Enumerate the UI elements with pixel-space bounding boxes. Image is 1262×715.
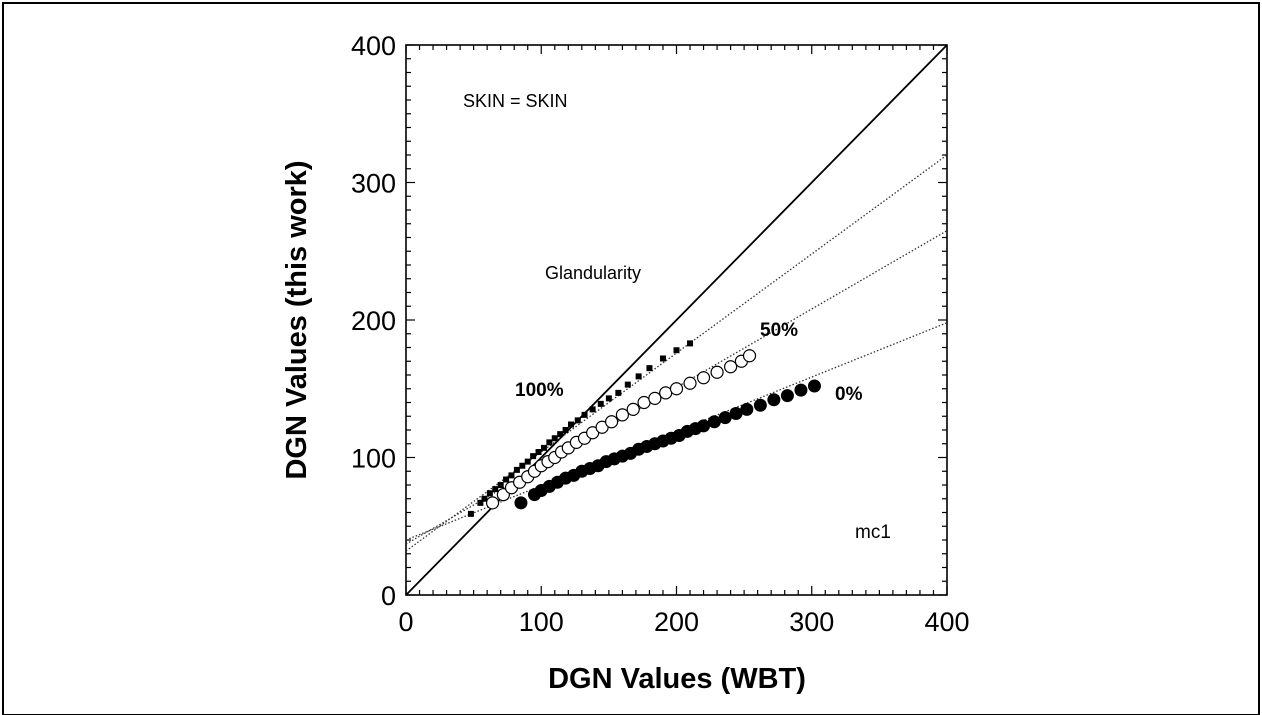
x-tick-label: 400	[924, 607, 969, 637]
data-point-square	[635, 373, 642, 380]
data-point-square	[535, 449, 542, 455]
data-point-square	[481, 495, 488, 502]
skin-annotation: SKIN = SKIN	[463, 91, 568, 111]
data-point-open-circle	[659, 386, 673, 400]
data-point-square	[557, 431, 564, 438]
data-point-square	[492, 486, 499, 493]
data-point-filled-circle	[740, 402, 754, 416]
data-point-open-circle	[683, 376, 697, 390]
data-point-square	[659, 355, 666, 362]
x-tick-label: 200	[654, 607, 699, 637]
data-point-open-circle	[710, 365, 724, 379]
y-tick-label: 0	[381, 581, 396, 611]
data-point-square	[597, 400, 604, 407]
data-point-filled-circle	[718, 411, 732, 425]
data-point-open-circle	[723, 360, 738, 374]
data-point-square	[497, 482, 504, 488]
label-50-percent: 50%	[760, 320, 798, 341]
data-point-square	[477, 499, 484, 506]
data-point-square	[513, 466, 520, 473]
data-point-filled-circle	[767, 393, 781, 407]
y-tick-label: 100	[351, 444, 396, 474]
model-annotation: mc1	[855, 522, 891, 543]
data-point-open-circle	[696, 371, 711, 385]
data-point-filled-circle	[514, 496, 528, 510]
x-tick-label: 0	[398, 607, 413, 637]
data-point-square	[646, 365, 653, 372]
data-point-square	[581, 411, 588, 418]
y-tick-label: 300	[351, 169, 396, 199]
data-point-square	[503, 476, 510, 483]
data-point-open-circle	[626, 402, 640, 416]
data-point-filled-circle	[794, 383, 808, 397]
data-point-square	[508, 472, 515, 479]
data-point-square	[562, 427, 569, 433]
y-tick-label: 200	[351, 306, 396, 336]
data-point-square	[540, 444, 547, 451]
label-100-percent: 100%	[515, 380, 564, 401]
data-point-filled-circle	[707, 415, 721, 429]
glandularity-annotation: Glandularity	[545, 263, 641, 283]
y-axis-label: DGN Values (this work)	[281, 160, 313, 479]
data-point-square	[530, 453, 537, 460]
data-point-square	[524, 458, 531, 465]
data-point-open-circle	[742, 349, 757, 363]
data-point-square	[519, 462, 526, 469]
data-point-square	[574, 417, 581, 424]
data-point-open-circle	[648, 391, 662, 405]
data-point-square	[673, 347, 680, 354]
plot-area: 0 100 200 300 400 0 100 200 300 400	[351, 31, 970, 637]
data-point-open-circle	[485, 496, 500, 510]
x-axis-label: DGN Values (WBT)	[548, 663, 806, 695]
label-0-percent: 0%	[835, 384, 863, 405]
data-point-square	[624, 381, 631, 388]
data-point-square	[568, 421, 575, 428]
data-point-filled-circle	[807, 379, 821, 393]
data-point-open-circle	[637, 395, 651, 410]
data-point-square	[589, 406, 596, 413]
data-point-filled-circle	[697, 419, 711, 433]
y-tick-label: 400	[351, 31, 396, 61]
data-point-open-circle	[669, 382, 684, 396]
data-point-open-circle	[615, 408, 630, 422]
x-tick-label: 300	[789, 607, 834, 637]
data-point-square	[605, 395, 612, 402]
data-point-square	[467, 510, 474, 517]
data-point-filled-circle	[753, 398, 767, 412]
data-point-square	[486, 490, 493, 497]
data-point-square	[615, 389, 622, 396]
data-point-square	[546, 439, 553, 446]
data-point-square	[551, 435, 558, 442]
x-tick-label: 100	[519, 607, 564, 637]
data-point-open-circle	[604, 415, 619, 429]
data-point-filled-circle	[729, 407, 743, 420]
data-point-filled-circle	[780, 389, 794, 403]
data-point-square	[687, 340, 694, 347]
